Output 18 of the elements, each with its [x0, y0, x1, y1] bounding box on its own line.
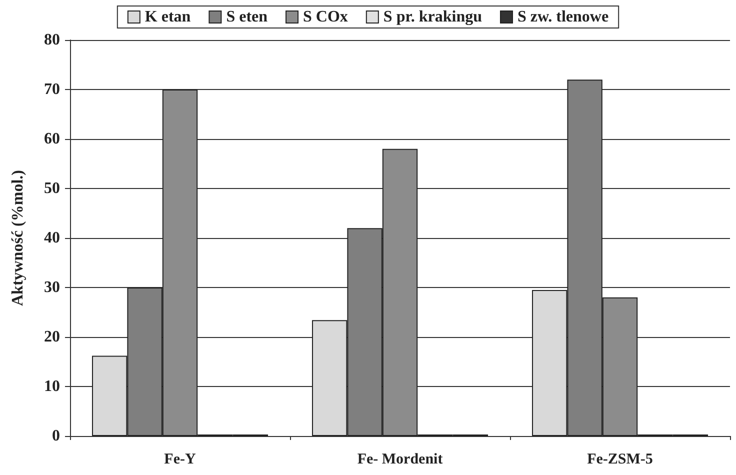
legend-label: S zw. tlenowe: [517, 8, 609, 26]
y-tick-label: 50: [44, 180, 60, 197]
y-tick-label: 0: [52, 428, 60, 444]
legend-label: S COx: [303, 8, 348, 26]
y-tick-label: 70: [44, 81, 60, 98]
x-tick-label: Fe- Mordenit: [357, 452, 443, 468]
y-tick-label: 20: [44, 328, 60, 346]
x-tick-label: Fe-ZSM-5: [587, 452, 653, 468]
legend-label: S pr. krakingu: [383, 8, 482, 26]
y-tick-label: 10: [44, 378, 60, 395]
y-axis-title: Aktywność (%mol.): [10, 170, 26, 306]
legend-label: S eten: [226, 8, 268, 26]
y-tick-label: 40: [44, 230, 60, 246]
legend-label: K etan: [144, 8, 191, 26]
x-tick-label: Fe-Y: [164, 452, 196, 468]
y-tick-label: 30: [44, 279, 60, 296]
y-tick-label: 80: [44, 32, 60, 48]
y-tick-label: 60: [44, 130, 60, 148]
